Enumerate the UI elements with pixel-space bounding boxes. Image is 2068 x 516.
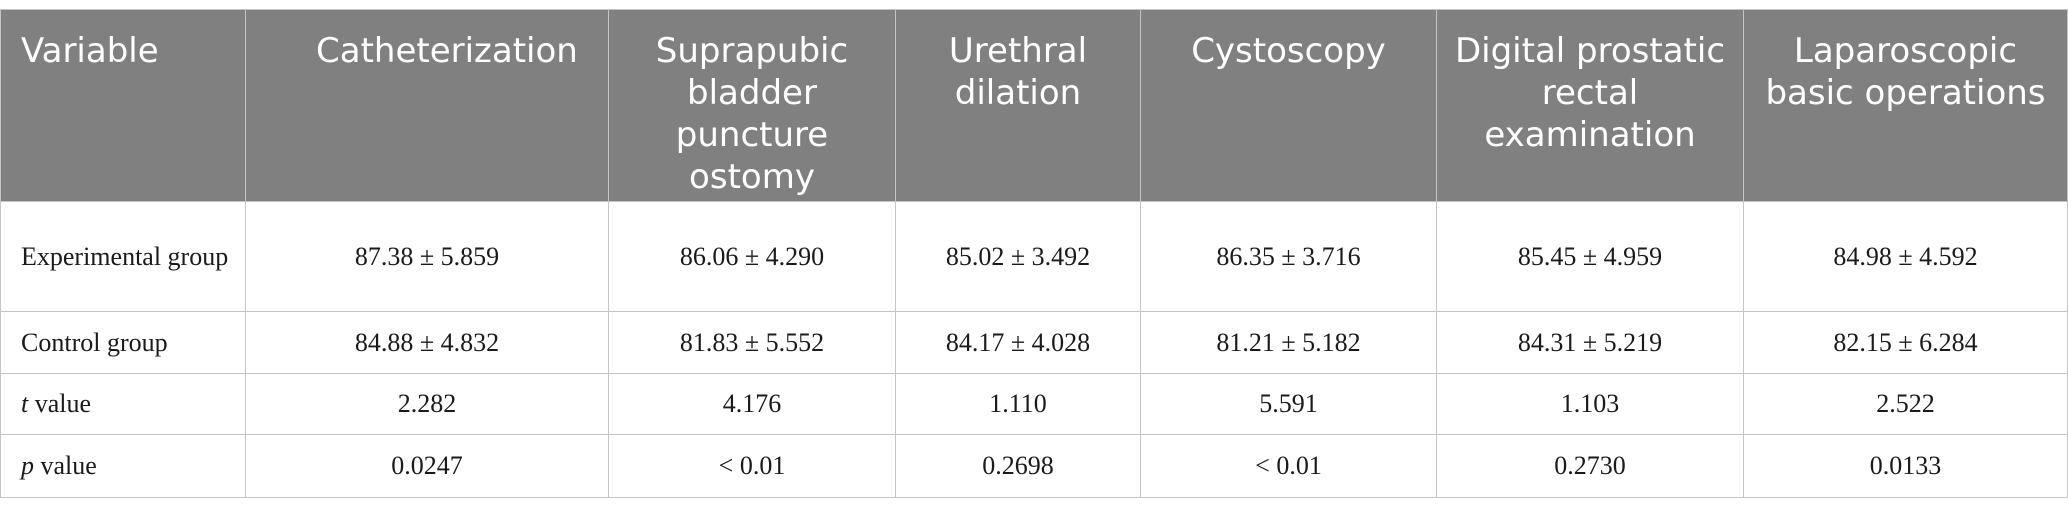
header-laparoscopic-operations: Laparoscopic basic operations bbox=[1743, 9, 2068, 202]
header-digital-prostatic-exam: Digital prostatic rectal examination bbox=[1436, 9, 1744, 202]
table-cell: 82.15 ± 6.284 bbox=[1743, 311, 2068, 374]
table-cell: 81.83 ± 5.552 bbox=[608, 311, 896, 374]
table-cell: 0.2698 bbox=[895, 434, 1141, 498]
table-cell: 0.0247 bbox=[245, 434, 609, 498]
header-cystoscopy: Cystoscopy bbox=[1140, 9, 1437, 202]
header-row: Variable Catheterization Suprapubic blad… bbox=[0, 9, 2068, 202]
table-cell: < 0.01 bbox=[608, 434, 896, 498]
row-label-text: value bbox=[34, 451, 97, 480]
table-cell: < 0.01 bbox=[1140, 434, 1437, 498]
row-label: p value bbox=[0, 434, 246, 498]
table-cell: 84.31 ± 5.219 bbox=[1436, 311, 1744, 374]
row-label: Experimental group bbox=[0, 201, 246, 312]
row-label-text: value bbox=[28, 389, 92, 418]
results-table: Variable Catheterization Suprapubic blad… bbox=[0, 9, 2068, 498]
header-catheterization: Catheterization bbox=[245, 9, 609, 202]
table-cell: 84.17 ± 4.028 bbox=[895, 311, 1141, 374]
table-row-p-value: p value 0.0247 < 0.01 0.2698 < 0.01 0.27… bbox=[0, 434, 2068, 498]
table-cell: 2.282 bbox=[245, 373, 609, 435]
table-cell: 84.98 ± 4.592 bbox=[1743, 201, 2068, 312]
table-row-t-value: t value 2.282 4.176 1.110 5.591 1.103 2.… bbox=[0, 373, 2068, 435]
table-cell: 84.88 ± 4.832 bbox=[245, 311, 609, 374]
table-cell: 85.02 ± 3.492 bbox=[895, 201, 1141, 312]
table-cell: 2.522 bbox=[1743, 373, 2068, 435]
table-cell: 0.0133 bbox=[1743, 434, 2068, 498]
table-row-experimental: Experimental group 87.38 ± 5.859 86.06 ±… bbox=[0, 201, 2068, 312]
table-cell: 87.38 ± 5.859 bbox=[245, 201, 609, 312]
table-cell: 86.35 ± 3.716 bbox=[1140, 201, 1437, 312]
row-label: Control group bbox=[0, 311, 246, 374]
row-label: t value bbox=[0, 373, 246, 435]
table-cell: 86.06 ± 4.290 bbox=[608, 201, 896, 312]
table-cell: 85.45 ± 4.959 bbox=[1436, 201, 1744, 312]
row-label-symbol: p bbox=[21, 451, 34, 480]
header-variable: Variable bbox=[0, 9, 246, 202]
table-row-control: Control group 84.88 ± 4.832 81.83 ± 5.55… bbox=[0, 311, 2068, 374]
table-cell: 1.103 bbox=[1436, 373, 1744, 435]
table-cell: 81.21 ± 5.182 bbox=[1140, 311, 1437, 374]
header-urethral-dilation: Urethral dilation bbox=[895, 9, 1141, 202]
table-cell: 5.591 bbox=[1140, 373, 1437, 435]
table-cell: 0.2730 bbox=[1436, 434, 1744, 498]
header-suprapubic-ostomy: Suprapubic bladder puncture ostomy bbox=[608, 9, 896, 202]
table-cell: 4.176 bbox=[608, 373, 896, 435]
table-cell: 1.110 bbox=[895, 373, 1141, 435]
row-label-symbol: t bbox=[21, 389, 29, 418]
